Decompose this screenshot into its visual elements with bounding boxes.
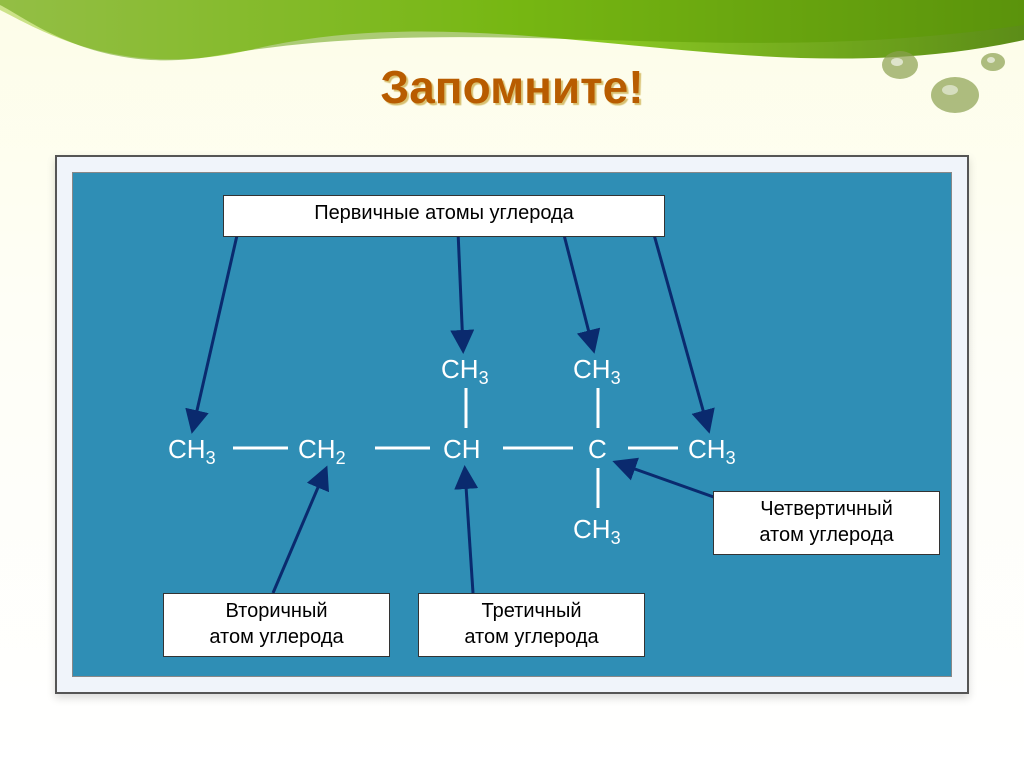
label-primary: Первичные атомы углерода — [223, 195, 665, 237]
diagram-frame: CH3 CH2 CH C CH3 — [55, 155, 969, 694]
label-tertiary: Третичный атом углерода — [418, 593, 645, 657]
atom-c4-up: CH3 — [573, 354, 621, 388]
label-secondary-l2: атом углерода — [209, 626, 343, 648]
title-text: Запомните! — [380, 61, 643, 113]
arrow-tertiary-c3 — [465, 471, 473, 593]
atom-c4-down: CH3 — [573, 514, 621, 548]
label-secondary: Вторичный атом углерода — [163, 593, 390, 657]
arrow-secondary-c2 — [273, 471, 325, 593]
atom-c1: CH3 — [168, 434, 216, 468]
atom-c4: C — [588, 434, 607, 464]
atom-c3-up: CH3 — [441, 354, 489, 388]
label-tertiary-l1: Третичный — [481, 600, 581, 622]
arrow-primary-c1 — [193, 231, 238, 428]
label-primary-text: Первичные атомы углерода — [314, 202, 574, 224]
atom-c2: CH2 — [298, 434, 346, 468]
arrow-primary-up3 — [458, 231, 463, 348]
label-quaternary-l1: Четвертичный — [760, 498, 893, 520]
label-tertiary-l2: атом углерода — [464, 626, 598, 648]
atom-c5: CH3 — [688, 434, 736, 468]
arrow-primary-c5 — [653, 231, 708, 428]
label-quaternary-l2: атом углерода — [759, 524, 893, 546]
slide-title: Запомните! — [0, 60, 1024, 114]
arrow-primary-up4 — [563, 231, 593, 348]
diagram-inner: CH3 CH2 CH C CH3 — [72, 172, 952, 677]
atom-c3: CH — [443, 434, 481, 464]
slide: Запомните! — [0, 0, 1024, 767]
label-quaternary: Четвертичный атом углерода — [713, 491, 940, 555]
label-secondary-l1: Вторичный — [225, 600, 327, 622]
